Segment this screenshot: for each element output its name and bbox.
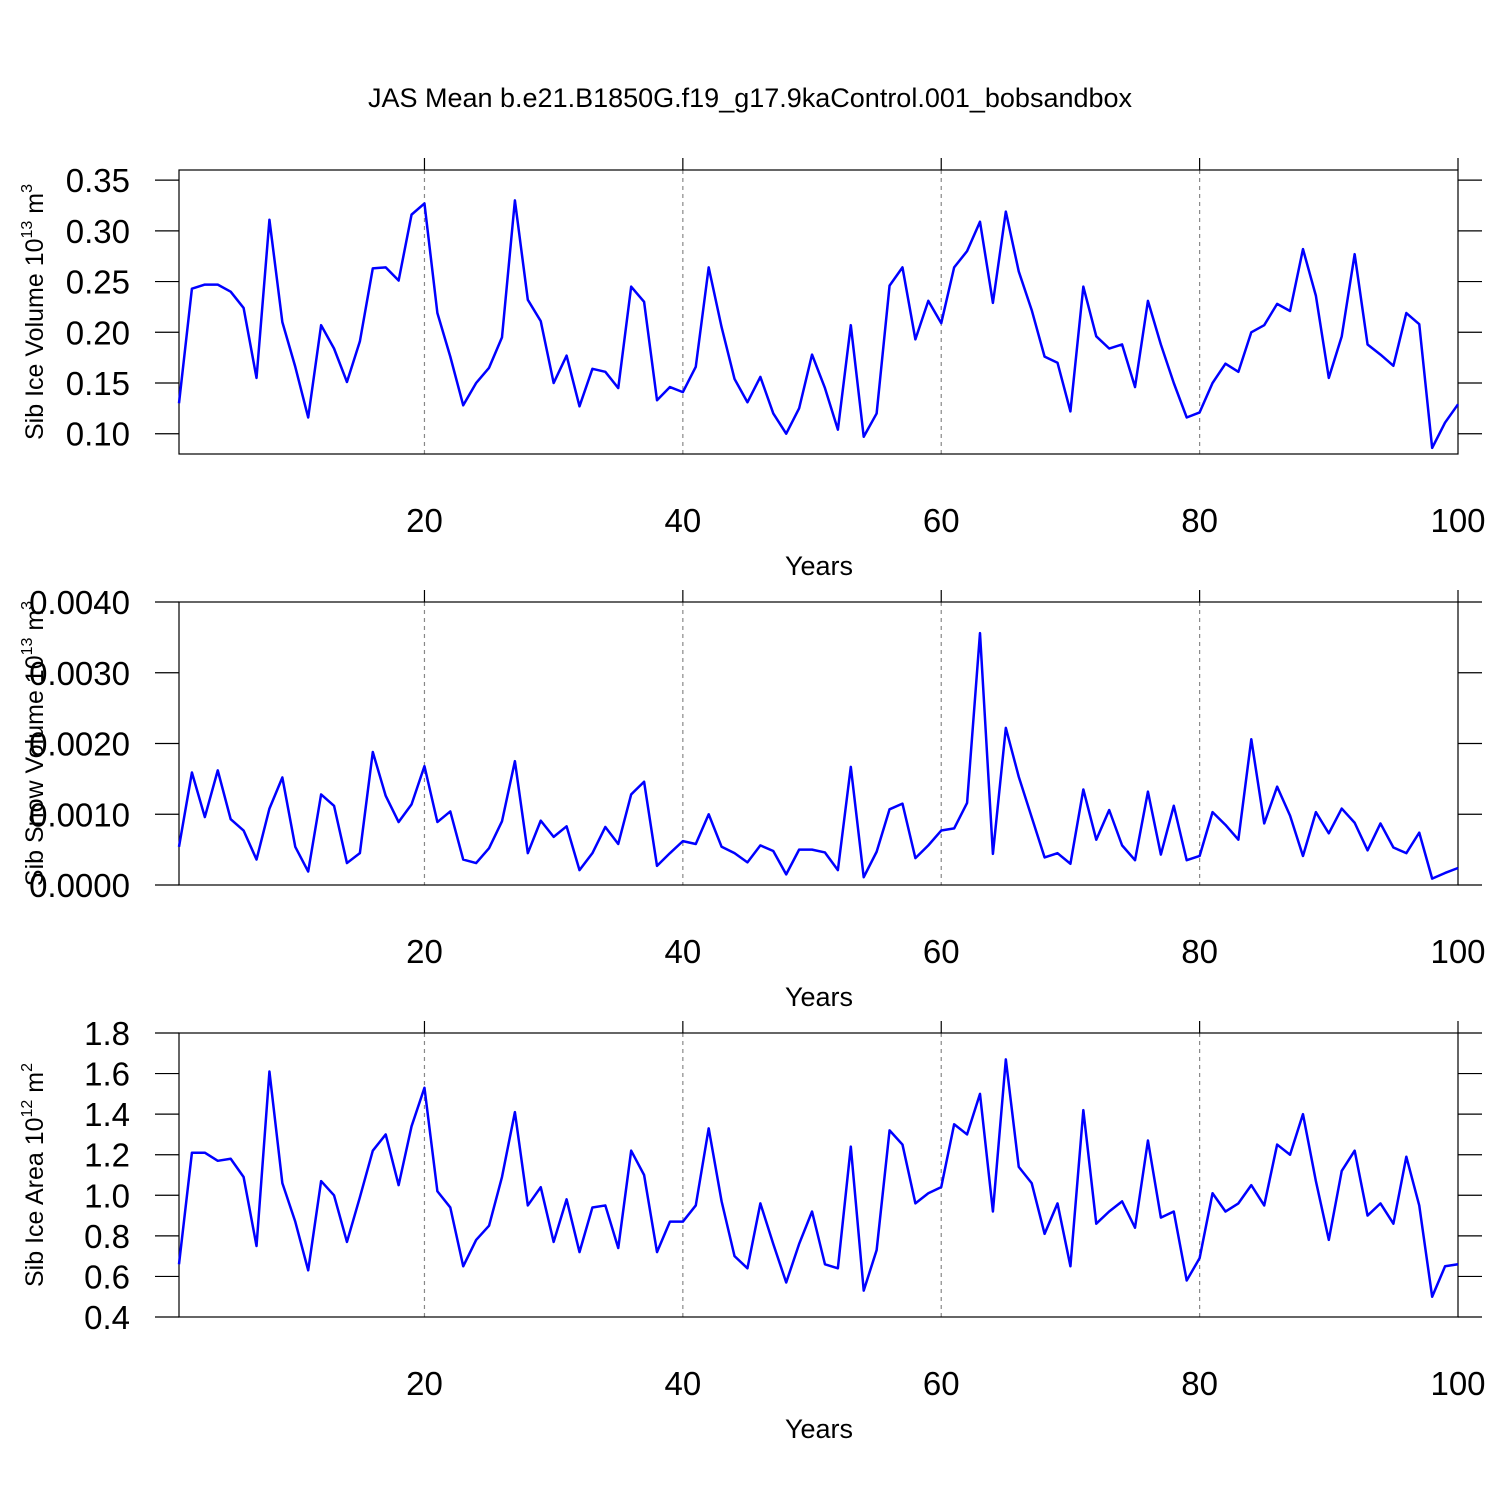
y-axis-label: Sib Snow Volume 1013 m3 [19, 601, 49, 886]
plot-frame [178, 1032, 1459, 1318]
y-axis-label-part: Sib Ice Volume 10 [21, 238, 49, 440]
y-axis-label-exponent: 3 [19, 184, 36, 193]
y-axis-label-part: m [21, 1072, 49, 1100]
y-tick-label: 0.0010 [29, 796, 130, 833]
y-tick-label: 0.6 [84, 1258, 130, 1295]
y-tick-label: 0.20 [66, 314, 130, 351]
y-axis-label-part: Sib Ice Area 10 [21, 1117, 49, 1287]
y-tick-label: 0.35 [66, 162, 130, 199]
x-tick-label: 40 [664, 502, 701, 539]
x-axis-label: Years [785, 551, 853, 581]
y-axis-label-part: m [21, 193, 49, 221]
x-tick-label: 100 [1430, 933, 1485, 970]
y-axis-label-part: m [21, 610, 49, 638]
y-tick-label: 1.2 [84, 1137, 130, 1174]
y-axis-label-exponent: 13 [19, 637, 36, 655]
y-axis-label-exponent: 12 [19, 1100, 36, 1118]
y-tick-label: 0.0040 [29, 584, 130, 621]
y-tick-label: 1.0 [84, 1177, 130, 1214]
y-tick-label: 0.15 [66, 365, 130, 402]
x-tick-label: 100 [1430, 1365, 1485, 1402]
data-line [177, 199, 1460, 450]
y-tick-label: 1.6 [84, 1056, 130, 1093]
y-tick-label: 0.25 [66, 264, 130, 301]
y-axis-label: Sib Ice Volume 1013 m3 [19, 184, 49, 440]
x-tick-label: 80 [1181, 1365, 1218, 1402]
x-tick-label: 20 [406, 1365, 443, 1402]
x-tick-label: 40 [664, 1365, 701, 1402]
x-tick-label: 20 [406, 933, 443, 970]
y-axis-label-part: Sib Snow Volume 10 [21, 655, 49, 886]
y-tick-label: 1.8 [84, 1015, 130, 1052]
x-axis-label: Years [785, 1414, 853, 1444]
data-line [177, 631, 1459, 880]
data-line [177, 1058, 1459, 1298]
x-tick-label: 60 [923, 502, 960, 539]
y-axis-label-exponent: 13 [19, 221, 36, 239]
x-tick-label: 80 [1181, 933, 1218, 970]
x-tick-label: 80 [1181, 502, 1218, 539]
x-tick-label: 100 [1430, 502, 1485, 539]
x-axis-label: Years [785, 982, 853, 1012]
plot-frame [178, 169, 1459, 455]
y-tick-label: 1.4 [84, 1096, 130, 1133]
y-tick-label: 0.4 [84, 1299, 130, 1336]
y-tick-label: 0.30 [66, 213, 130, 250]
x-tick-label: 60 [923, 1365, 960, 1402]
x-tick-label: 40 [664, 933, 701, 970]
x-tick-label: 20 [406, 502, 443, 539]
x-tick-label: 60 [923, 933, 960, 970]
y-axis-label-exponent: 3 [19, 601, 36, 610]
y-tick-label: 0.8 [84, 1218, 130, 1255]
chart-title: JAS Mean b.e21.B1850G.f19_g17.9kaControl… [368, 83, 1133, 113]
y-tick-label: 0.0020 [29, 726, 130, 763]
y-tick-label: 0.0000 [29, 867, 130, 904]
y-axis-label: Sib Ice Area 1012 m2 [19, 1063, 49, 1287]
plot-frame [178, 601, 1459, 886]
y-axis-label-exponent: 2 [19, 1063, 36, 1072]
y-tick-label: 0.0030 [29, 655, 130, 692]
y-tick-label: 0.10 [66, 416, 130, 453]
